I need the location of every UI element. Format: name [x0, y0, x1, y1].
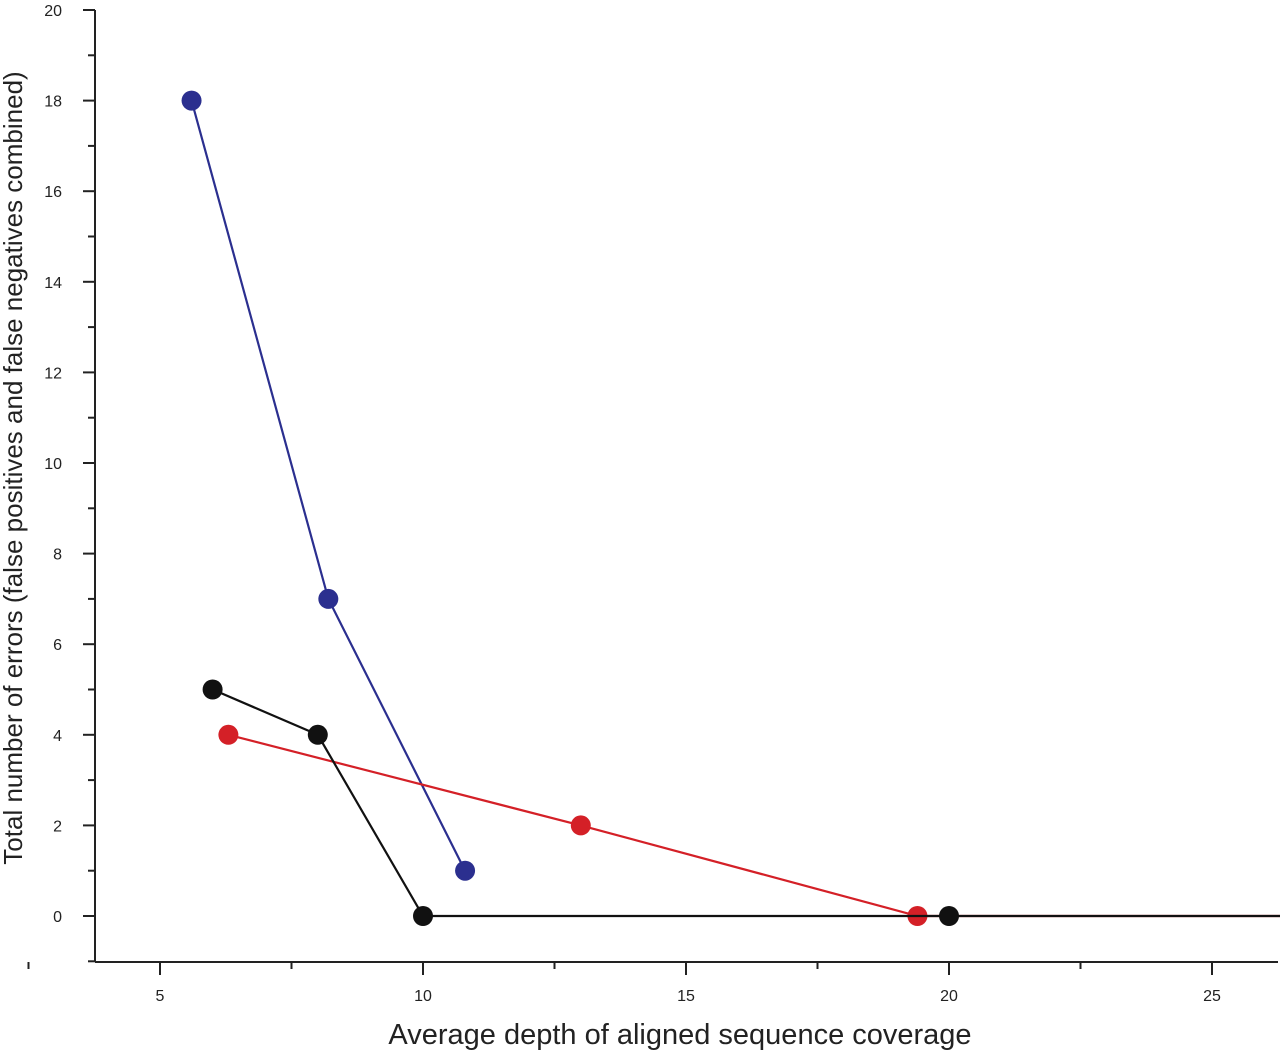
data-point — [218, 724, 239, 745]
x-tick-label: 20 — [940, 988, 958, 1005]
y-tick-label: 18 — [44, 94, 62, 111]
y-tick-label: 8 — [53, 547, 62, 564]
data-point — [202, 679, 223, 700]
series-line — [190, 100, 467, 872]
series-layer — [181, 90, 1280, 926]
data-point — [455, 860, 476, 881]
y-tick-label: 0 — [53, 909, 62, 926]
y-tick-label: 16 — [44, 184, 62, 201]
y-tick-label: 20 — [44, 3, 62, 20]
x-tick-label: 5 — [156, 988, 165, 1005]
x-tick-label: 10 — [414, 988, 432, 1005]
y-tick-label: 2 — [53, 818, 62, 835]
series-2 — [202, 679, 1280, 926]
series-line — [212, 688, 1280, 918]
y-tick-label: 10 — [44, 456, 62, 473]
data-point — [307, 724, 328, 745]
y-tick-label: 6 — [53, 637, 62, 654]
data-point — [318, 588, 339, 609]
x-ticks: 51015202530354045 — [27, 962, 1221, 1005]
x-tick-label: 25 — [1203, 988, 1221, 1005]
data-point — [413, 906, 433, 926]
series-0 — [181, 90, 476, 881]
series-line — [228, 733, 1280, 918]
x-tick-label: 15 — [677, 988, 695, 1005]
y-axis-title: Total number of errors (false positives … — [0, 71, 28, 864]
series-1 — [218, 724, 1280, 926]
data-point — [181, 90, 202, 111]
y-tick-label: 4 — [53, 728, 62, 745]
y-tick-label: 12 — [44, 365, 62, 382]
y-ticks: 0 2 4 6 8 10 12 14 16 18 20 — [44, 3, 95, 963]
data-point — [570, 815, 591, 836]
x-axis-title: Average depth of aligned sequence covera… — [388, 1019, 971, 1051]
y-tick-label: 14 — [44, 275, 62, 292]
data-point — [939, 906, 959, 926]
